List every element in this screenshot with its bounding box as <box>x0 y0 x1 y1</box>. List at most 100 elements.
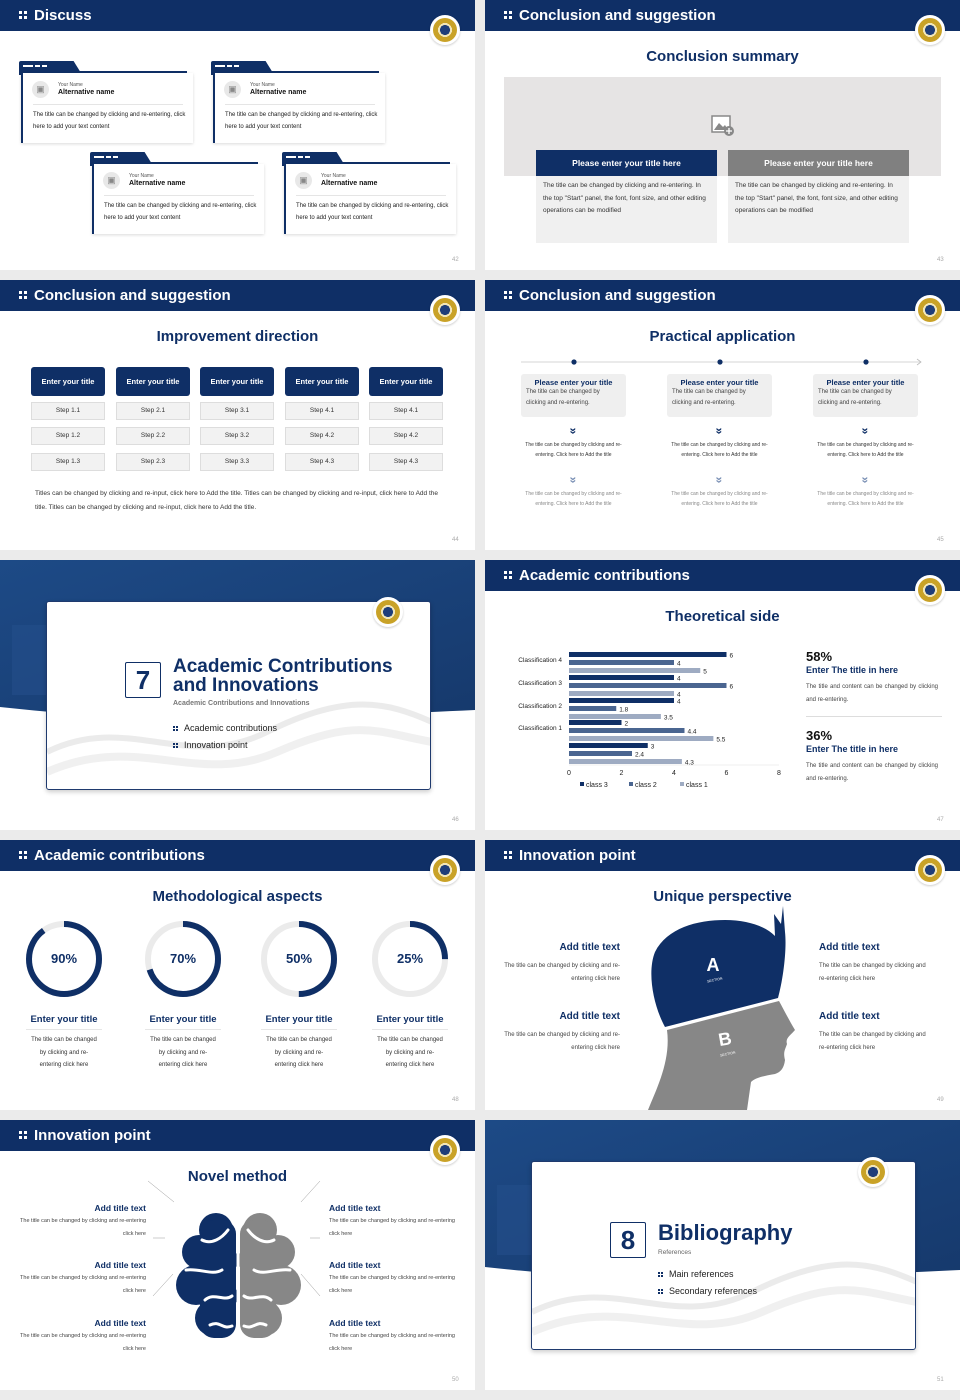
section-subtitle: Academic Contributions and Innovations <box>173 700 310 707</box>
step-box[interactable]: Step 4.1 <box>285 402 359 420</box>
divider <box>33 104 183 105</box>
step-box[interactable]: Step 4.2 <box>369 427 443 445</box>
slide-46[interactable]: 7 Academic Contributions and Innovations … <box>0 560 475 830</box>
slide-47[interactable]: Academic contributions Theoretical side … <box>485 560 960 830</box>
profile-card[interactable]: ▣ Your Name Alternative name The title can … <box>282 152 456 234</box>
panel-title-left[interactable]: Please enter your title here <box>536 150 717 176</box>
divider <box>806 716 942 717</box>
ring-title: Enter your title <box>19 1014 109 1030</box>
card-name: Alternative name <box>58 89 115 96</box>
slide-header: Conclusion and suggestion <box>485 0 960 31</box>
step-box[interactable]: Step 2.3 <box>116 453 190 471</box>
step-box[interactable]: Step 3.3 <box>200 453 274 471</box>
university-logo <box>373 597 403 627</box>
slide-subtitle: Practical application <box>649 328 796 345</box>
data-label: 4.4 <box>688 729 697 736</box>
detail-text: The title can be changed by clicking and… <box>671 491 768 507</box>
slide-subtitle: Methodological aspects <box>152 888 323 905</box>
column-header[interactable]: Enter your title <box>116 367 190 396</box>
brain-right-half <box>238 1213 301 1338</box>
section-number: 7 <box>125 662 161 698</box>
step-box[interactable]: Step 3.2 <box>200 427 274 445</box>
university-logo <box>915 15 945 45</box>
slide-42[interactable]: Discuss ▣ Your Name Alternative name The ti… <box>0 0 475 270</box>
bullet-item[interactable]: Innovation point <box>173 740 248 750</box>
application-card[interactable]: Please enter your title The title can be … <box>667 374 772 417</box>
bullet-item[interactable]: Secondary references <box>658 1286 757 1296</box>
column-header[interactable]: Enter your title <box>285 367 359 396</box>
block-title: Add title text <box>819 942 880 953</box>
bar <box>569 691 674 696</box>
slide-48[interactable]: Academic contributions Methodological as… <box>0 840 475 1110</box>
slide-subtitle: Unique perspective <box>653 888 792 905</box>
page-number: 50 <box>452 1377 459 1383</box>
panel-title-right[interactable]: Please enter your title here <box>728 150 909 176</box>
data-label: 2.4 <box>635 752 644 759</box>
grid-dots-icon <box>504 571 507 574</box>
x-tick-label: 2 <box>620 770 624 777</box>
step-box[interactable]: Step 4.3 <box>369 453 443 471</box>
block-text: The title can be changed by clicking and… <box>329 1333 455 1352</box>
section-title-line2: and Innovations <box>173 675 319 696</box>
bullet-item[interactable]: Academic contributions <box>173 723 277 733</box>
step-box[interactable]: Step 3.1 <box>200 402 274 420</box>
divider <box>225 104 375 105</box>
university-logo <box>915 855 945 885</box>
step-box[interactable]: Step 4.3 <box>285 453 359 471</box>
column-header[interactable]: Enter your title <box>31 367 105 396</box>
slide-44[interactable]: Conclusion and suggestion Improvement di… <box>0 280 475 550</box>
folder-tab <box>90 152 152 164</box>
image-placeholder-icon[interactable]: ▣ <box>295 172 312 189</box>
panel-text-left: The title can be changed by clicking and… <box>536 176 717 243</box>
detail-text: The title can be changed by clicking and… <box>525 442 622 458</box>
page-number: 42 <box>452 257 459 263</box>
step-box[interactable]: Step 1.3 <box>31 453 105 471</box>
step-box[interactable]: Step 1.1 <box>31 402 105 420</box>
bullet-item[interactable]: Main references <box>658 1269 734 1279</box>
block-text: The title can be changed by clicking and… <box>819 963 926 982</box>
head-silhouette: A SECTION B SECTION <box>648 906 795 1110</box>
profile-card[interactable]: ▣ Your Name Alternative name The title can … <box>211 61 385 143</box>
step-box[interactable]: Step 4.1 <box>369 402 443 420</box>
page-number: 43 <box>937 257 944 263</box>
slide-43[interactable]: Conclusion and suggestion Conclusion sum… <box>485 0 960 270</box>
ring-text: The title can be changed by clicking and… <box>377 1037 443 1068</box>
slide-header: Innovation point <box>485 840 960 871</box>
slide-45[interactable]: Conclusion and suggestion Practical appl… <box>485 280 960 550</box>
double-chevron-down-icon: » <box>712 476 727 484</box>
section-card: 8 Bibliography References Main reference… <box>531 1161 916 1350</box>
application-card[interactable]: Please enter your title The title can be … <box>521 374 626 417</box>
slide-49[interactable]: Innovation point Unique perspective A SE… <box>485 840 960 1110</box>
bar <box>569 714 661 719</box>
column-header[interactable]: Enter your title <box>200 367 274 396</box>
panel-text-right: The title can be changed by clicking and… <box>728 176 909 243</box>
progress-ring <box>372 921 448 997</box>
detail-text: The title can be changed by clicking and… <box>817 442 914 458</box>
ring-fill <box>372 921 448 997</box>
header-title: Discuss <box>34 7 92 24</box>
step-box[interactable]: Step 1.2 <box>31 427 105 445</box>
progress-ring <box>261 921 337 997</box>
double-chevron-down-icon: » <box>858 476 873 484</box>
university-logo <box>915 575 945 605</box>
ring-fill <box>261 921 337 997</box>
image-placeholder-icon[interactable]: ▣ <box>103 172 120 189</box>
data-label: 3.5 <box>664 715 673 722</box>
application-card[interactable]: Please enter your title The title can be … <box>813 374 918 417</box>
slide-51[interactable]: 8 Bibliography References Main reference… <box>485 1120 960 1390</box>
column-header[interactable]: Enter your title <box>369 367 443 396</box>
profile-card[interactable]: ▣ Your Name Alternative name The title can … <box>90 152 264 234</box>
step-box[interactable]: Step 4.2 <box>285 427 359 445</box>
bar <box>569 728 685 733</box>
step-box[interactable]: Step 2.2 <box>116 427 190 445</box>
slide-50[interactable]: Innovation point Novel method Add title … <box>0 1120 475 1390</box>
image-placeholder-icon[interactable]: ▣ <box>224 81 241 98</box>
double-chevron-down-icon: » <box>566 476 581 484</box>
step-box[interactable]: Step 2.1 <box>116 402 190 420</box>
profile-card[interactable]: ▣ Your Name Alternative name The title can … <box>19 61 193 143</box>
card-text: The title can be changed by clicking and… <box>104 203 257 221</box>
ring-percent: 90% <box>50 951 78 966</box>
ring-title: Enter your title <box>254 1014 344 1030</box>
image-placeholder-icon[interactable]: ▣ <box>32 81 49 98</box>
head-section-b <box>648 1001 795 1110</box>
